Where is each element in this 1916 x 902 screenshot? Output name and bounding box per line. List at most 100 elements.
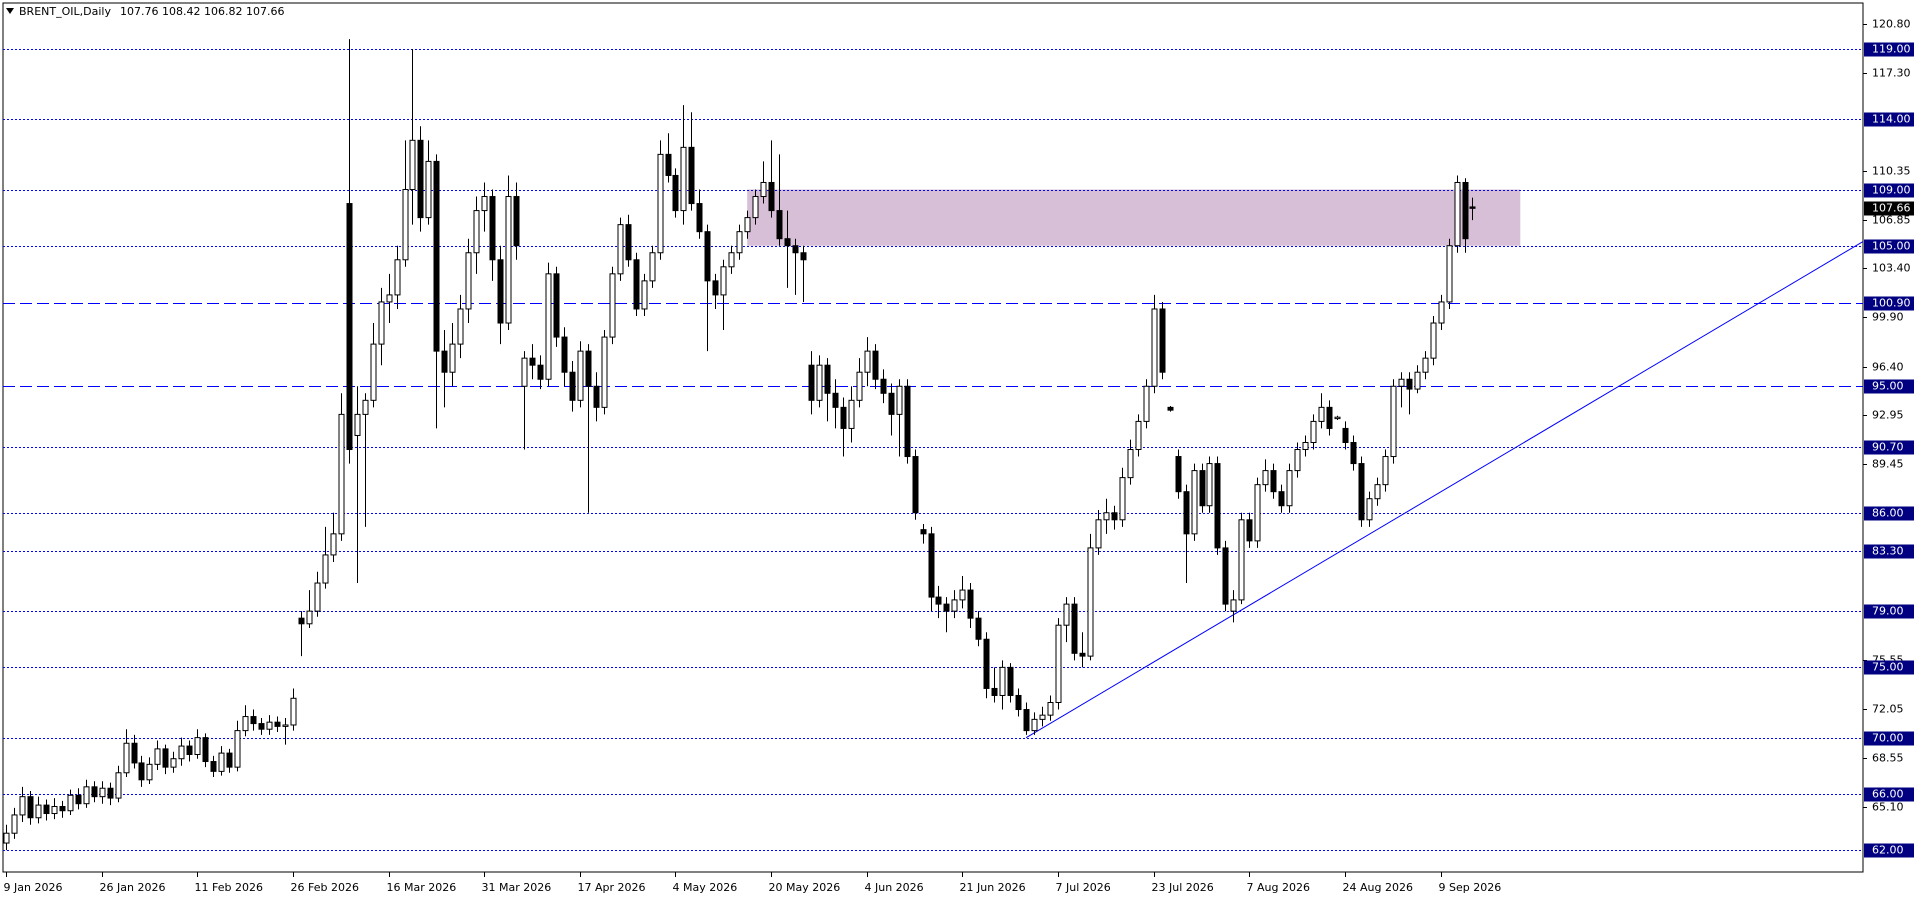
candle-body	[1103, 512, 1110, 521]
candle-body	[1469, 206, 1476, 209]
candle-body	[840, 406, 847, 429]
candle-body	[824, 364, 831, 394]
level-label: 105.00	[1872, 240, 1911, 253]
level-label: 70.00	[1872, 732, 1904, 745]
candle-body	[585, 350, 592, 387]
y-tick-label: 65.10	[1872, 801, 1904, 814]
candle-body	[593, 385, 600, 408]
candle-body	[306, 610, 313, 625]
candle-body	[83, 786, 90, 805]
candle-body	[1095, 519, 1102, 549]
x-tick-label: 21 Jun 2026	[960, 881, 1026, 894]
candle-body	[1342, 427, 1349, 443]
candle-body	[657, 153, 664, 254]
candle-body	[736, 231, 743, 254]
candle-body	[162, 748, 169, 768]
candle-body	[545, 273, 552, 380]
candle-body	[290, 697, 297, 726]
candle-body	[888, 392, 895, 415]
candle-body	[991, 687, 998, 696]
candle-body	[1358, 463, 1365, 521]
candle-body	[720, 266, 727, 296]
candle-body	[473, 210, 480, 254]
candle-body	[274, 721, 281, 727]
candle-body	[146, 763, 153, 781]
candle-body	[569, 371, 576, 401]
candle-body	[138, 762, 145, 781]
chart-title: BRENT_OIL,Daily	[19, 5, 111, 18]
candle-body	[242, 716, 249, 732]
candle-body	[1374, 484, 1381, 500]
level-label-box	[1864, 604, 1914, 619]
level-label: 83.30	[1872, 545, 1904, 558]
candle-body	[35, 804, 42, 819]
level-label: 62.00	[1872, 844, 1904, 857]
candle-body	[1047, 702, 1054, 716]
y-tick-label: 120.80	[1872, 18, 1911, 31]
candle-body	[617, 224, 624, 275]
candle-body	[1151, 308, 1158, 387]
candle-body	[202, 737, 209, 763]
candle-body	[1350, 441, 1357, 465]
candle-body	[864, 350, 871, 373]
x-tick-label: 7 Aug 2026	[1247, 881, 1310, 894]
candle-body	[99, 787, 106, 798]
y-tick-label: 117.30	[1872, 67, 1911, 80]
candle-body	[760, 181, 767, 198]
candle-body	[1246, 519, 1253, 542]
candle-body	[43, 804, 50, 815]
y-tick-label: 106.85	[1872, 214, 1911, 227]
candle-body	[768, 181, 775, 212]
candle-body	[1071, 603, 1078, 654]
candle-body	[1119, 477, 1126, 521]
candle-body	[402, 189, 409, 261]
candle-body	[975, 617, 982, 640]
candle-body	[1294, 449, 1301, 472]
candle-body	[935, 596, 942, 605]
candle-body	[537, 364, 544, 380]
level-label-box	[1864, 296, 1914, 311]
candle-body	[1206, 463, 1213, 507]
candle-body	[1382, 456, 1389, 486]
y-tick-label: 103.40	[1872, 262, 1911, 275]
y-tick-label: 99.90	[1872, 311, 1904, 324]
x-tick-label: 9 Sep 2026	[1439, 881, 1502, 894]
candle-body	[178, 745, 185, 760]
candle-body	[1238, 519, 1245, 601]
candle-body	[1087, 547, 1094, 657]
candle-body	[1414, 371, 1421, 390]
candle-body	[1214, 463, 1221, 549]
candle-body	[258, 723, 265, 730]
x-tick-label: 17 Apr 2026	[578, 881, 646, 894]
candle-body	[338, 413, 345, 535]
candle-body	[601, 336, 608, 408]
candle-body	[1111, 512, 1118, 521]
candle-body	[1055, 624, 1062, 704]
candle-body	[1462, 181, 1469, 240]
candle-body	[776, 210, 783, 240]
level-label: 109.00	[1872, 184, 1911, 197]
x-tick-label: 16 Mar 2026	[387, 881, 457, 894]
candle-body	[641, 280, 648, 310]
candle-body	[665, 153, 672, 176]
ohlc-readout: 107.76 108.42 106.82 107.66	[120, 5, 284, 18]
candle-body	[322, 554, 329, 584]
level-label-box	[1864, 544, 1914, 559]
level-label-box	[1864, 660, 1914, 675]
candle-body	[1446, 245, 1453, 303]
candle-body	[27, 796, 34, 819]
symbol-menu-arrow[interactable]	[6, 8, 14, 14]
candle-body	[354, 413, 361, 436]
candle-body	[1007, 666, 1014, 696]
level-label-box	[1864, 787, 1914, 802]
candle-body	[704, 231, 711, 282]
candle-body	[19, 796, 26, 816]
candle-body	[680, 146, 687, 212]
candle-body	[489, 196, 496, 261]
candle-body	[107, 787, 114, 799]
candle-body	[696, 203, 703, 233]
x-tick-label: 7 Jul 2026	[1056, 881, 1111, 894]
candle-body	[1222, 547, 1229, 605]
candle-body	[1406, 378, 1413, 390]
